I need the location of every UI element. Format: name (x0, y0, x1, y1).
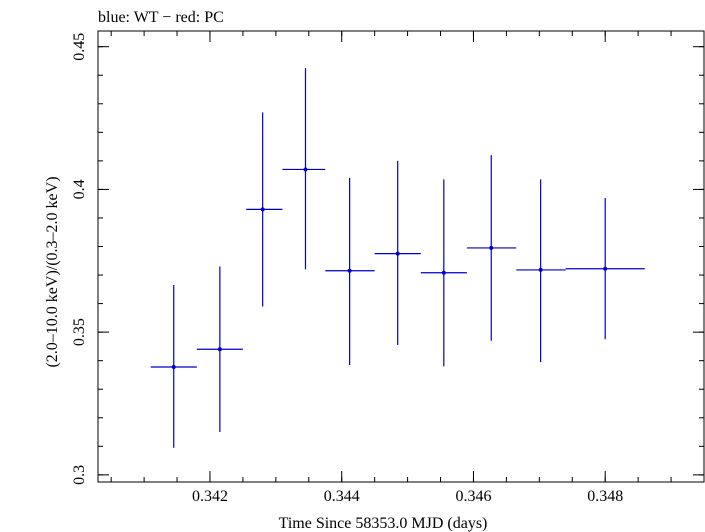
axis-ticks (98, 31, 705, 482)
data-point (603, 266, 608, 271)
data-point (395, 251, 400, 256)
chart-title: blue: WT − red: PC (98, 9, 224, 26)
data-point (303, 167, 308, 172)
y-tick-label: 0.3 (71, 465, 88, 485)
y-tick-label: 0.4 (71, 179, 88, 199)
data-point (538, 267, 543, 272)
data-point (260, 207, 265, 212)
data-point (171, 364, 176, 369)
series-wt (150, 68, 645, 448)
data-point (441, 270, 446, 275)
y-axis-label: (2.0–10.0 keV)/(0.3–2.0 keV) (44, 176, 61, 367)
data-point (217, 347, 222, 352)
x-tick-label: 0.348 (587, 488, 623, 505)
axis-tick-labels: 0.342 0.344 0.346 0.348 0.3 0.35 0.4 0.45 (71, 33, 623, 505)
x-tick-label: 0.344 (324, 488, 360, 505)
y-tick-label: 0.35 (71, 318, 88, 346)
data-series (150, 68, 645, 448)
x-tick-label: 0.346 (455, 488, 491, 505)
x-tick-label: 0.342 (192, 488, 228, 505)
data-point (489, 245, 494, 250)
y-tick-label: 0.45 (71, 33, 88, 61)
data-point (347, 268, 352, 273)
plot-frame (97, 30, 705, 483)
x-axis-label: Time Since 58353.0 MJD (days) (279, 515, 488, 532)
